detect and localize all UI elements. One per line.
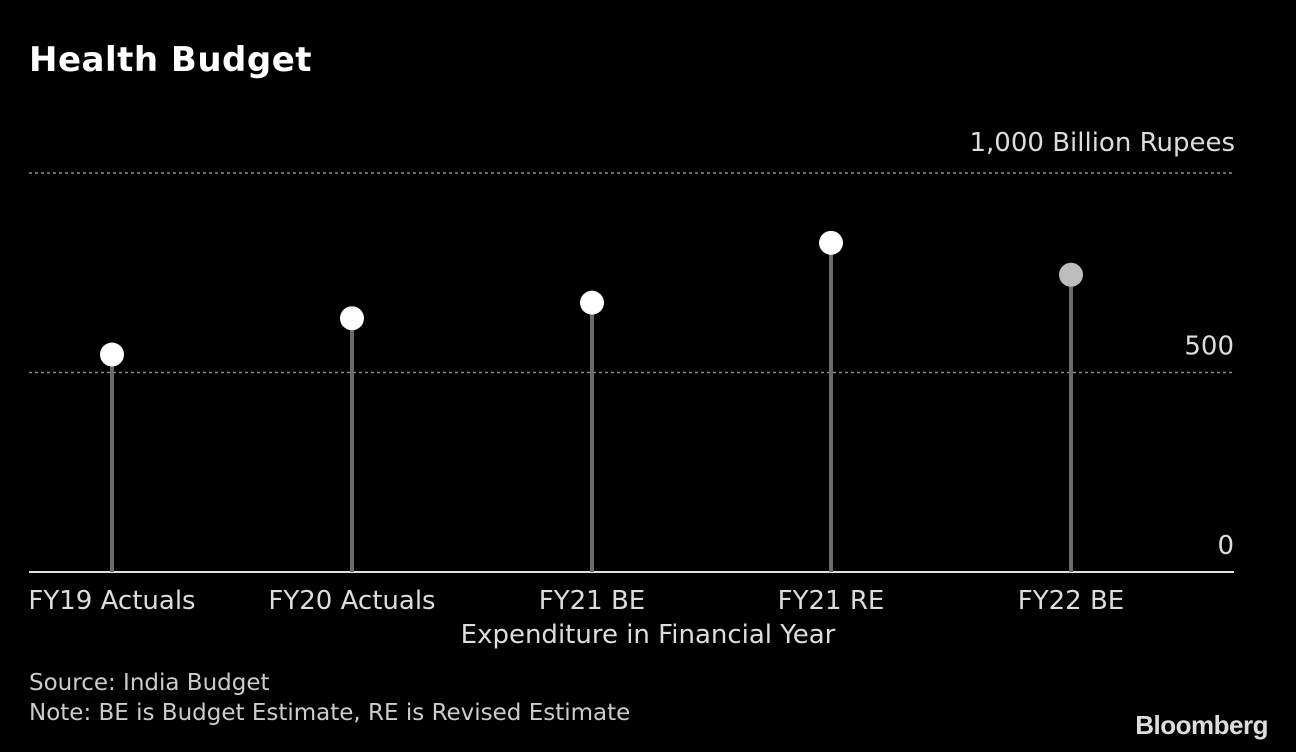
y-axis-unit-label: 1,000 Billion Rupees [969,128,1236,158]
y-tick-label: 500 [1184,332,1234,362]
x-tick-label: FY20 Actuals [268,586,435,616]
chart-title: Health Budget [29,40,313,80]
data-point [819,230,843,255]
data-point [100,342,124,367]
x-tick-label: FY21 RE [778,586,885,616]
x-tick-label: FY21 BE [539,586,645,616]
data-point [340,306,364,331]
y-tick-label: 0 [1217,531,1234,561]
x-tick-label: FY19 Actuals [28,586,195,616]
data-point [1059,262,1083,287]
footnote: Note: BE is Budget Estimate, RE is Revis… [29,700,631,726]
x-axis-title-text: Expenditure in Financial Year [460,620,836,650]
bloomberg-logo: Bloomberg [1135,710,1268,740]
x-tick-label: FY22 BE [1018,586,1124,616]
data-point [580,290,604,315]
source-note: Source: India Budget [29,670,270,696]
x-axis-title: Expenditure in Financial Year [0,620,1296,650]
